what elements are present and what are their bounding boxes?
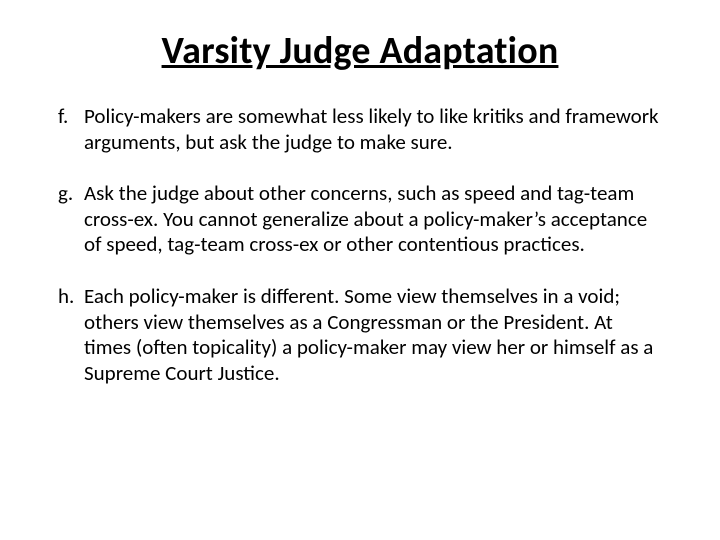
list-marker: h. [56, 284, 84, 386]
list-text: Each policy-maker is different. Some vie… [84, 284, 664, 386]
slide: Varsity Judge Adaptation f. Policy-maker… [0, 0, 720, 540]
list-item: f. Policy-makers are somewhat less likel… [56, 104, 664, 155]
list-marker: g. [56, 181, 84, 258]
bullet-list: f. Policy-makers are somewhat less likel… [56, 104, 664, 386]
list-item: h. Each policy-maker is different. Some … [56, 284, 664, 386]
slide-title: Varsity Judge Adaptation [56, 28, 664, 74]
list-marker: f. [56, 104, 84, 155]
list-text: Ask the judge about other concerns, such… [84, 181, 664, 258]
list-item: g. Ask the judge about other concerns, s… [56, 181, 664, 258]
list-text: Policy-makers are somewhat less likely t… [84, 104, 664, 155]
